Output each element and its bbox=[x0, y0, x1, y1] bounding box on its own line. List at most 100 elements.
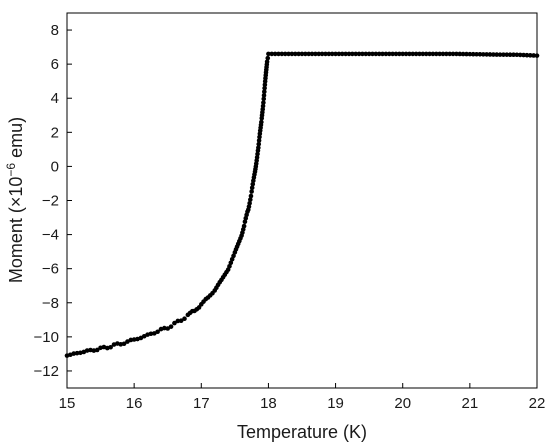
data-point bbox=[437, 51, 442, 57]
data-point bbox=[397, 51, 402, 57]
data-point bbox=[313, 51, 318, 57]
data-point bbox=[306, 51, 312, 57]
data-point bbox=[262, 82, 268, 88]
data-point bbox=[256, 141, 262, 147]
data-point bbox=[148, 331, 154, 337]
data-point bbox=[410, 51, 416, 57]
data-point bbox=[504, 52, 510, 57]
data-point bbox=[454, 51, 459, 57]
data-point bbox=[350, 51, 355, 57]
data-point bbox=[343, 51, 348, 57]
data-point bbox=[155, 329, 160, 335]
data-point bbox=[501, 52, 506, 57]
data-point bbox=[260, 103, 266, 109]
data-point bbox=[403, 51, 409, 57]
x-tick-label: 16 bbox=[126, 395, 143, 412]
data-point bbox=[339, 51, 345, 57]
y-tick-label: 0 bbox=[51, 158, 59, 175]
data-point bbox=[487, 52, 493, 57]
y-tick-label: 6 bbox=[51, 56, 59, 73]
plot-frame bbox=[66, 12, 538, 389]
data-point bbox=[433, 51, 439, 57]
data-point bbox=[282, 51, 288, 57]
data-point bbox=[457, 51, 463, 57]
data-point bbox=[255, 151, 260, 157]
data-point bbox=[182, 316, 187, 322]
data-point bbox=[360, 51, 365, 57]
y-axis-label: Moment (×10−6 emu) bbox=[4, 117, 26, 283]
data-point bbox=[71, 351, 77, 356]
data-point bbox=[430, 51, 436, 57]
data-point bbox=[296, 51, 301, 57]
data-point bbox=[370, 51, 375, 57]
data-point bbox=[383, 51, 389, 57]
data-point bbox=[467, 51, 473, 57]
data-point bbox=[272, 51, 278, 57]
data-point bbox=[336, 51, 342, 57]
data-point bbox=[227, 263, 232, 269]
data-point bbox=[380, 51, 385, 57]
x-tick-label: 15 bbox=[59, 395, 76, 412]
data-point bbox=[229, 256, 235, 262]
data-series bbox=[64, 51, 540, 358]
data-point bbox=[440, 51, 446, 57]
data-point bbox=[517, 52, 523, 58]
data-point bbox=[261, 93, 267, 98]
x-tick-label: 22 bbox=[529, 395, 546, 412]
data-point bbox=[484, 52, 489, 57]
x-tick-label: 18 bbox=[260, 395, 277, 412]
data-point bbox=[265, 55, 271, 61]
data-point bbox=[521, 52, 526, 58]
data-point bbox=[247, 200, 252, 206]
y-tick-label: 4 bbox=[51, 90, 59, 107]
data-point bbox=[474, 51, 479, 57]
data-point bbox=[423, 51, 429, 57]
data-point bbox=[319, 51, 325, 57]
y-tick-label: 2 bbox=[51, 124, 59, 141]
data-point bbox=[162, 325, 167, 331]
x-tick-label: 17 bbox=[193, 395, 210, 412]
data-point bbox=[249, 185, 255, 191]
data-point bbox=[333, 51, 338, 57]
data-point bbox=[131, 337, 137, 342]
y-tick-label: 8 bbox=[51, 22, 59, 39]
data-point bbox=[242, 219, 248, 225]
data-point bbox=[407, 51, 412, 57]
y-tick-label: −6 bbox=[42, 261, 59, 278]
data-point bbox=[128, 337, 134, 343]
data-point bbox=[261, 96, 267, 102]
y-tick-label: −10 bbox=[34, 329, 59, 346]
data-point bbox=[400, 51, 406, 57]
data-point bbox=[353, 51, 359, 57]
data-point bbox=[289, 51, 295, 57]
y-tick-label: −12 bbox=[34, 363, 59, 380]
data-point bbox=[228, 260, 234, 266]
data-point bbox=[74, 350, 80, 356]
x-tick-label: 19 bbox=[327, 395, 344, 412]
data-point bbox=[172, 320, 177, 326]
y-tick-label: −4 bbox=[42, 227, 59, 244]
data-point bbox=[460, 51, 466, 57]
data-point bbox=[464, 51, 469, 57]
data-point bbox=[444, 51, 449, 57]
data-point bbox=[373, 51, 379, 57]
data-point bbox=[108, 344, 113, 350]
data-point bbox=[248, 193, 254, 199]
data-point bbox=[261, 100, 266, 105]
data-point bbox=[286, 51, 291, 57]
data-point bbox=[413, 51, 419, 57]
data-point bbox=[256, 145, 261, 151]
data-point bbox=[390, 51, 395, 57]
data-point bbox=[534, 53, 540, 58]
data-point bbox=[276, 51, 281, 57]
data-point bbox=[249, 189, 254, 194]
data-point bbox=[309, 51, 315, 57]
data-point bbox=[266, 51, 271, 57]
y-axis-label-exponent: −6 bbox=[4, 163, 18, 177]
data-point bbox=[427, 51, 432, 57]
data-point bbox=[175, 318, 181, 324]
data-point bbox=[527, 53, 533, 58]
y-tick-label: −8 bbox=[42, 295, 59, 312]
data-point bbox=[165, 326, 171, 331]
data-point bbox=[356, 51, 362, 57]
